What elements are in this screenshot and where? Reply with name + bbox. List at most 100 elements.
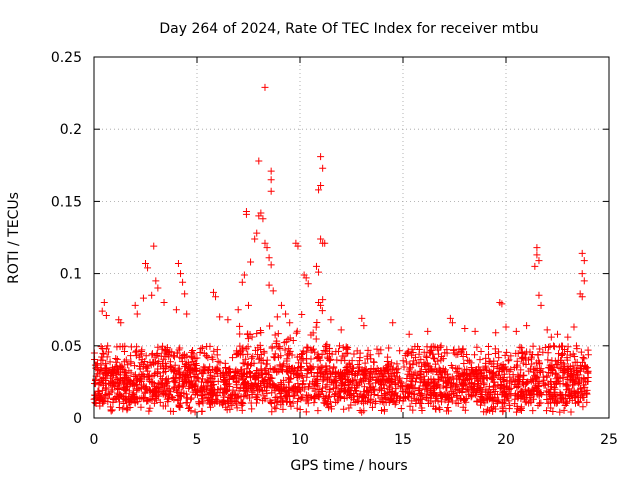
data-point xyxy=(430,383,438,391)
data-point xyxy=(169,385,177,393)
data-point xyxy=(430,382,438,390)
data-point xyxy=(532,382,540,390)
data-point xyxy=(159,342,167,350)
data-point xyxy=(263,389,271,397)
x-axis-label: GPS time / hours xyxy=(290,458,407,474)
data-point xyxy=(454,400,462,408)
data-point xyxy=(121,386,129,394)
data-point xyxy=(584,346,592,354)
data-point xyxy=(490,378,498,386)
data-point xyxy=(504,357,512,365)
data-point xyxy=(175,346,183,354)
data-point xyxy=(319,377,327,385)
data-point xyxy=(318,351,326,359)
data-point xyxy=(91,361,99,369)
data-point xyxy=(437,356,445,364)
data-point xyxy=(299,347,307,355)
data-point xyxy=(165,395,173,403)
data-point xyxy=(281,346,289,354)
data-point xyxy=(315,354,323,362)
data-point xyxy=(393,360,401,368)
data-point xyxy=(373,345,381,353)
data-point xyxy=(498,300,506,308)
data-point xyxy=(262,365,270,373)
data-point xyxy=(310,345,318,353)
data-point xyxy=(499,361,507,369)
data-point xyxy=(259,397,267,405)
data-point xyxy=(102,311,110,319)
data-point xyxy=(348,357,356,365)
data-point xyxy=(216,359,224,367)
data-point xyxy=(102,380,110,388)
data-point xyxy=(222,387,230,395)
data-point xyxy=(513,383,521,391)
data-point xyxy=(238,398,246,406)
data-point xyxy=(239,359,247,367)
data-point xyxy=(190,350,198,358)
data-point xyxy=(372,397,380,405)
data-point xyxy=(267,399,275,407)
data-point xyxy=(468,385,476,393)
data-point xyxy=(268,389,276,397)
data-point xyxy=(159,364,167,372)
data-point xyxy=(164,391,172,399)
data-point xyxy=(122,356,130,364)
data-point xyxy=(404,370,412,378)
data-point xyxy=(556,356,564,364)
data-point xyxy=(222,381,230,389)
data-point xyxy=(430,355,438,363)
data-point xyxy=(388,388,396,396)
data-point xyxy=(265,281,273,289)
data-point xyxy=(461,324,469,332)
data-point xyxy=(237,372,245,380)
data-point xyxy=(410,370,418,378)
data-point xyxy=(533,374,541,382)
data-point xyxy=(501,400,509,408)
data-point xyxy=(466,373,474,381)
data-point xyxy=(442,383,450,391)
data-point xyxy=(350,350,358,358)
data-point xyxy=(389,398,397,406)
data-point xyxy=(511,392,519,400)
data-point xyxy=(131,348,139,356)
data-point xyxy=(311,387,319,395)
data-point xyxy=(315,268,323,276)
data-point xyxy=(524,356,532,364)
data-point xyxy=(272,405,280,413)
data-point xyxy=(566,393,574,401)
data-point xyxy=(523,348,531,356)
data-point xyxy=(298,383,306,391)
data-point xyxy=(573,358,581,366)
data-point xyxy=(127,358,135,366)
data-point xyxy=(445,407,453,415)
data-point xyxy=(490,357,498,365)
data-point xyxy=(495,354,503,362)
data-point xyxy=(396,393,404,401)
data-point xyxy=(366,351,374,359)
data-point xyxy=(193,387,201,395)
data-point xyxy=(271,364,279,372)
data-point xyxy=(377,379,385,387)
data-point xyxy=(179,351,187,359)
data-point xyxy=(309,329,317,337)
data-point xyxy=(531,365,539,373)
data-point xyxy=(233,381,241,389)
data-point xyxy=(142,352,150,360)
data-point xyxy=(475,367,483,375)
data-point xyxy=(277,301,285,309)
data-point xyxy=(312,323,320,331)
data-point xyxy=(171,361,179,369)
data-point xyxy=(409,406,417,414)
data-point xyxy=(133,310,141,318)
data-point xyxy=(233,404,241,412)
data-point xyxy=(146,386,154,394)
data-point xyxy=(327,316,335,324)
data-point xyxy=(279,398,287,406)
data-point xyxy=(126,380,134,388)
data-point xyxy=(447,379,455,387)
data-point xyxy=(282,338,290,346)
data-point xyxy=(129,390,137,398)
data-point xyxy=(320,347,328,355)
data-point xyxy=(543,387,551,395)
data-point xyxy=(181,377,189,385)
